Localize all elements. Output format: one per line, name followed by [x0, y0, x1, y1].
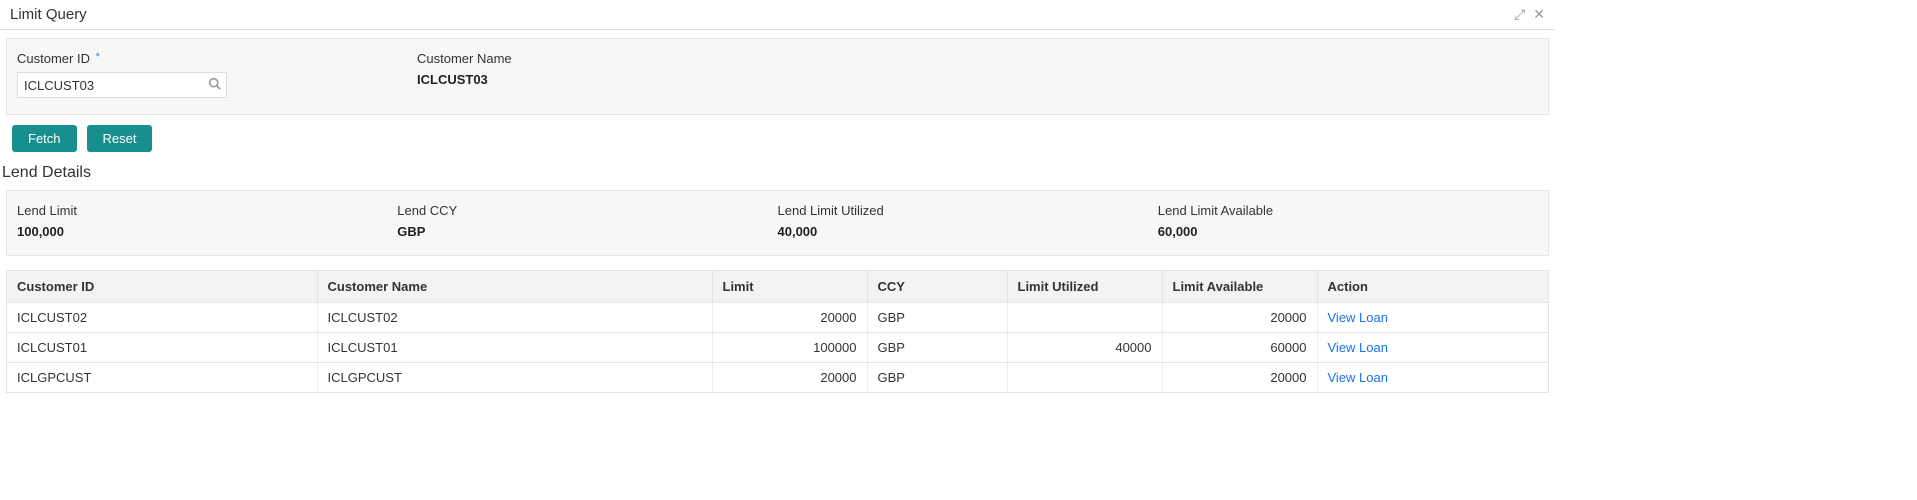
cell-customer-id: ICLCUST01 [7, 333, 317, 363]
cell-customer-name: ICLCUST02 [317, 303, 712, 333]
view-loan-link[interactable]: View Loan [1328, 310, 1388, 325]
cell-limit-utilized [1007, 363, 1162, 393]
table-body: ICLCUST02ICLCUST0220000GBP20000View Loan… [7, 303, 1548, 393]
cell-action: View Loan [1317, 333, 1548, 363]
view-loan-link[interactable]: View Loan [1328, 340, 1388, 355]
cell-limit-available: 20000 [1162, 363, 1317, 393]
window-controls: ⤢ ✕ [1514, 6, 1545, 23]
col-customer-name: Customer Name [317, 271, 712, 303]
col-ccy: CCY [867, 271, 1007, 303]
customer-id-label-text: Customer ID [17, 51, 90, 66]
lend-details-panel: Lend Limit 100,000 Lend CCY GBP Lend Lim… [6, 190, 1549, 256]
col-customer-id: Customer ID [7, 271, 317, 303]
cell-ccy: GBP [867, 303, 1007, 333]
col-limit-available: Limit Available [1162, 271, 1317, 303]
cell-limit: 100000 [712, 333, 867, 363]
collapse-icon[interactable]: ⤢ [1514, 6, 1525, 23]
cell-limit-utilized [1007, 303, 1162, 333]
lend-ccy-value: GBP [397, 224, 777, 239]
cell-limit: 20000 [712, 363, 867, 393]
cell-ccy: GBP [867, 363, 1007, 393]
lend-available-value: 60,000 [1158, 224, 1538, 239]
lend-ccy-col: Lend CCY GBP [397, 203, 777, 239]
cell-customer-name: ICLGPCUST [317, 363, 712, 393]
fetch-button[interactable]: Fetch [12, 125, 77, 152]
lend-limit-label: Lend Limit [17, 203, 397, 218]
lend-table: Customer ID Customer Name Limit CCY Limi… [7, 271, 1548, 393]
close-icon[interactable]: ✕ [1533, 6, 1545, 23]
cell-limit: 20000 [712, 303, 867, 333]
lend-available-label: Lend Limit Available [1158, 203, 1538, 218]
lend-limit-value: 100,000 [17, 224, 397, 239]
cell-limit-available: 60000 [1162, 333, 1317, 363]
lend-table-wrap: Customer ID Customer Name Limit CCY Limi… [6, 270, 1549, 393]
col-limit-utilized: Limit Utilized [1007, 271, 1162, 303]
table-row: ICLCUST01ICLCUST01100000GBP4000060000Vie… [7, 333, 1548, 363]
view-loan-link[interactable]: View Loan [1328, 370, 1388, 385]
cell-ccy: GBP [867, 333, 1007, 363]
table-header-row: Customer ID Customer Name Limit CCY Limi… [7, 271, 1548, 303]
cell-customer-id: ICLGPCUST [7, 363, 317, 393]
titlebar: Limit Query ⤢ ✕ [0, 0, 1555, 30]
customer-name-label: Customer Name [417, 51, 512, 66]
table-row: ICLCUST02ICLCUST0220000GBP20000View Loan [7, 303, 1548, 333]
cell-action: View Loan [1317, 363, 1548, 393]
col-limit: Limit [712, 271, 867, 303]
lend-utilized-col: Lend Limit Utilized 40,000 [778, 203, 1158, 239]
customer-name-value: ICLCUST03 [417, 72, 512, 87]
customer-name-group: Customer Name ICLCUST03 [417, 51, 512, 98]
cell-action: View Loan [1317, 303, 1548, 333]
lend-details-title: Lend Details [0, 158, 1555, 190]
query-form-panel: Customer ID * Customer Name ICLCUST03 [6, 38, 1549, 115]
required-asterisk: * [96, 51, 100, 63]
lend-ccy-label: Lend CCY [397, 203, 777, 218]
customer-id-input-wrap [17, 72, 227, 98]
cell-limit-utilized: 40000 [1007, 333, 1162, 363]
lend-utilized-label: Lend Limit Utilized [778, 203, 1158, 218]
lend-limit-col: Lend Limit 100,000 [17, 203, 397, 239]
search-icon[interactable] [208, 77, 221, 93]
col-action: Action [1317, 271, 1548, 303]
customer-id-input[interactable] [17, 72, 227, 98]
lend-available-col: Lend Limit Available 60,000 [1158, 203, 1538, 239]
cell-customer-name: ICLCUST01 [317, 333, 712, 363]
customer-id-label: Customer ID * [17, 51, 227, 66]
reset-button[interactable]: Reset [87, 125, 153, 152]
cell-limit-available: 20000 [1162, 303, 1317, 333]
customer-id-group: Customer ID * [17, 51, 227, 98]
table-row: ICLGPCUSTICLGPCUST20000GBP20000View Loan [7, 363, 1548, 393]
button-row: Fetch Reset [0, 115, 1555, 158]
cell-customer-id: ICLCUST02 [7, 303, 317, 333]
lend-utilized-value: 40,000 [778, 224, 1158, 239]
limit-query-window: Limit Query ⤢ ✕ Customer ID * Customer N… [0, 0, 1555, 393]
window-title: Limit Query [10, 6, 87, 23]
